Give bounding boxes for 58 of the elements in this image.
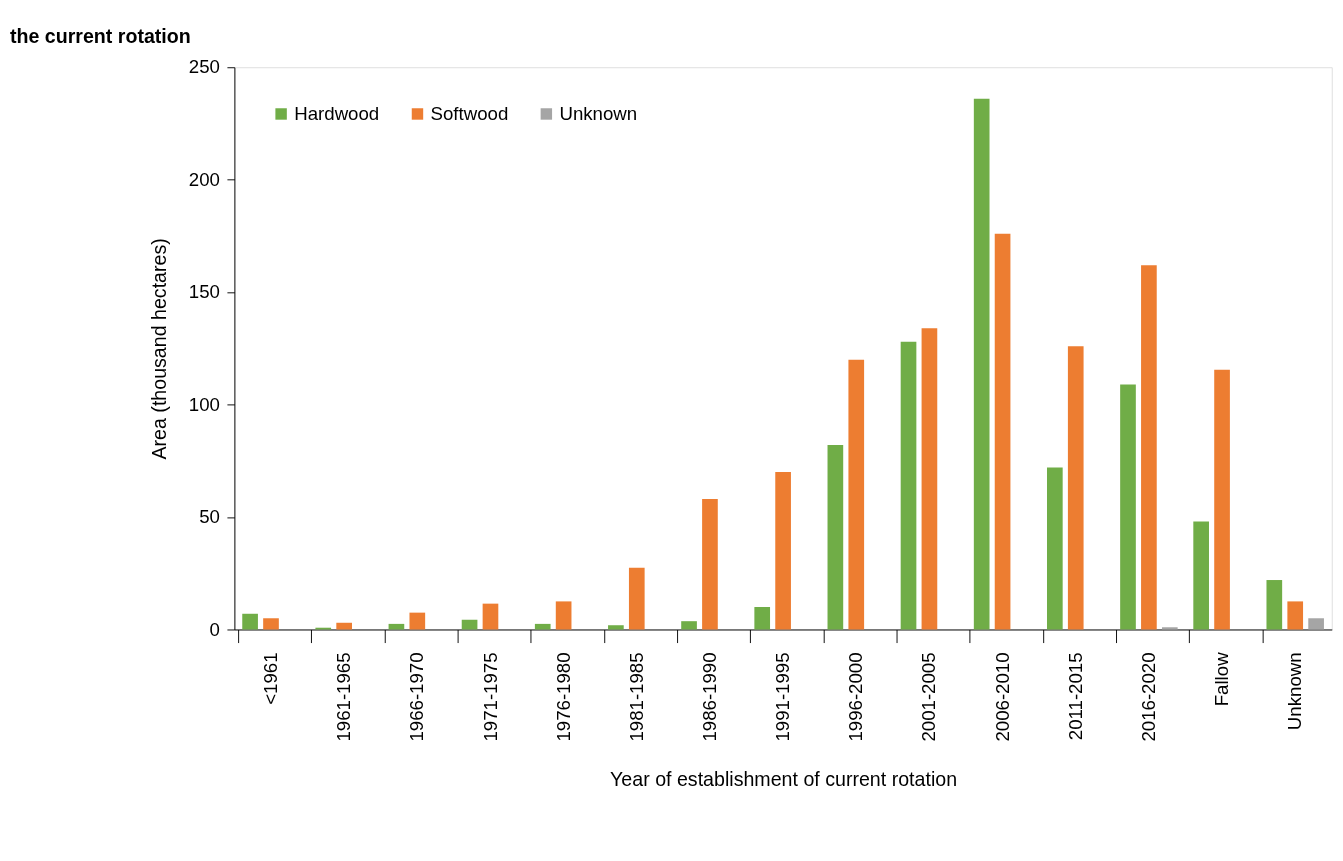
- x-tick-label: 2016-2020: [1137, 652, 1159, 742]
- y-axis-title: Area (thousand hectares): [148, 238, 171, 460]
- bar: [628, 567, 645, 630]
- bar: [409, 612, 426, 630]
- bar: [1266, 580, 1283, 630]
- bar: [461, 619, 478, 630]
- bar: [388, 623, 405, 630]
- bar: [263, 618, 279, 630]
- y-tick-label: 250: [188, 56, 220, 78]
- x-tick-label: 1971-1975: [479, 652, 501, 742]
- chart-title: the current rotation: [9, 25, 191, 47]
- bar: [1308, 618, 1324, 630]
- bar: [336, 622, 352, 630]
- bar: [702, 499, 718, 630]
- x-tick-label: Fallow: [1211, 651, 1233, 707]
- bar: [1067, 346, 1084, 630]
- bar: [973, 98, 990, 630]
- x-tick-label: 2011-2015: [1064, 652, 1086, 741]
- legend-label: Hardwood: [294, 102, 380, 124]
- bar: [555, 601, 572, 630]
- x-tick-label: 1986-1990: [699, 652, 721, 742]
- bar: [681, 621, 697, 630]
- bar: [1120, 384, 1136, 630]
- bar: [534, 623, 551, 630]
- x-tick-label: 2006-2010: [991, 652, 1013, 742]
- x-axis-title: Year of establishment of current rotation: [610, 767, 958, 790]
- x-tick-label: 1996-2000: [845, 652, 867, 742]
- bar: [1193, 521, 1209, 630]
- bar: [1141, 265, 1157, 630]
- bar: [1161, 627, 1178, 630]
- x-tick-label: <1961: [260, 652, 282, 705]
- bar: [482, 603, 499, 630]
- bar: [921, 328, 938, 630]
- x-tick-label: 2001-2005: [918, 652, 940, 742]
- y-tick-label: 150: [188, 281, 220, 303]
- x-tick-label: 1961-1965: [333, 652, 355, 742]
- bar: [827, 445, 844, 630]
- bar: [994, 233, 1011, 630]
- x-tick-label: 1991-1995: [772, 652, 794, 742]
- bar: [242, 613, 258, 630]
- bar: [848, 359, 865, 630]
- bar: [1047, 467, 1063, 630]
- bar: [754, 607, 771, 630]
- x-tick-label: Unknown: [1284, 652, 1306, 731]
- y-tick-label: 0: [209, 618, 220, 640]
- bar: [900, 341, 917, 630]
- bar: [608, 625, 624, 630]
- y-tick-label: 50: [199, 506, 220, 528]
- x-tick-label: 1976-1980: [552, 652, 574, 742]
- legend-label: Softwood: [430, 102, 509, 124]
- x-tick-label: 1981-1985: [625, 652, 647, 742]
- bar: [1287, 601, 1304, 630]
- bar: [1214, 369, 1230, 630]
- bar: [775, 472, 791, 630]
- y-tick-label: 200: [188, 168, 220, 190]
- x-tick-label: 1966-1970: [406, 652, 428, 742]
- legend-label: Unknown: [559, 102, 638, 124]
- y-tick-label: 100: [188, 393, 220, 415]
